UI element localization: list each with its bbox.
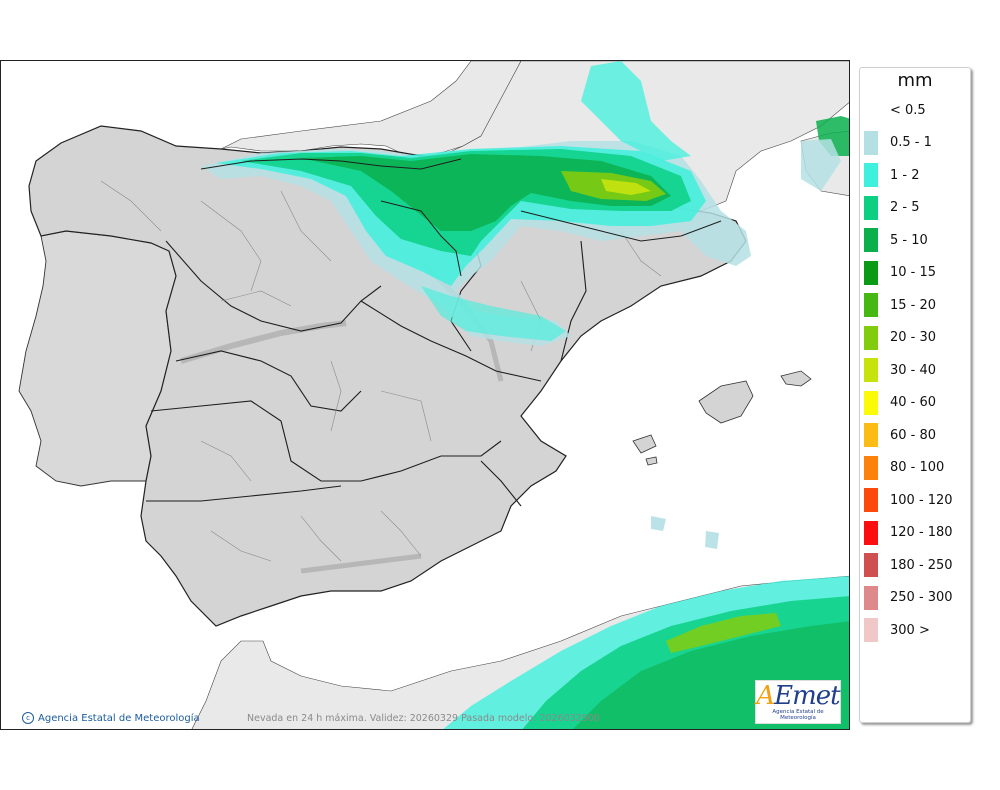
legend-label: 250 - 300 [890, 590, 953, 605]
legend-item: 40 - 60 [864, 390, 937, 415]
copyright-icon: c [22, 712, 34, 724]
province-borders [100, 180, 662, 562]
region-borders-over-snow [200, 158, 722, 277]
legend-item: 250 - 300 [864, 585, 953, 610]
snow-atlas-20-30 [666, 613, 781, 653]
map-canvas [1, 61, 849, 729]
legend-label: 2 - 5 [890, 200, 920, 215]
legend-swatch [864, 520, 878, 545]
legend-label: 1 - 2 [890, 167, 920, 183]
legend-swatch [864, 195, 878, 220]
legend-item: 60 - 80 [864, 423, 936, 447]
map-caption: Nevada en 24 h máxima. Validez: 20260329… [247, 713, 600, 724]
legend-swatch [864, 163, 878, 187]
legend-item: 300 > [864, 618, 930, 642]
legend-label: 5 - 10 [890, 232, 928, 248]
legend-swatch [864, 130, 878, 155]
legend-swatch [864, 260, 878, 285]
menorca [780, 370, 812, 387]
legend-swatch [864, 325, 878, 350]
legend-item: 180 - 250 [864, 553, 953, 577]
legend-item: 120 - 180 [864, 520, 953, 545]
mallorca [698, 380, 754, 424]
snowfall-map[interactable] [0, 60, 850, 730]
legend-label: 300 > [890, 622, 930, 638]
legend-label: 10 - 15 [890, 265, 937, 280]
legend-swatch [864, 553, 878, 577]
legend-label: 80 - 100 [890, 460, 945, 475]
legend-item: < 0.5 [864, 98, 926, 122]
formentera [645, 456, 658, 466]
ibiza [632, 434, 657, 454]
legend-item: 0.5 - 1 [864, 130, 932, 155]
legend-label: 120 - 180 [890, 525, 953, 540]
legend-item: 30 - 40 [864, 358, 936, 382]
legend-swatch [864, 455, 878, 480]
legend-label: 30 - 40 [890, 362, 937, 378]
legend-label: 20 - 30 [890, 330, 937, 345]
legend-swatch [864, 618, 878, 642]
precipitation-legend: mm < 0.5 0.5 - 1 1 - 2 2 - 5 5 - 10 10 - 15 15… [859, 67, 971, 723]
legend-label: < 0.5 [890, 102, 926, 118]
aemet-logo: AEmet Agencia Estatal de Meteorología [755, 680, 841, 724]
agency-credit-text: Agencia Estatal de Meteorología [38, 712, 200, 724]
snow-corsica-light [801, 139, 841, 191]
legend-unit: mm [897, 70, 933, 91]
legend-item: 80 - 100 [864, 455, 945, 480]
legend-item: 20 - 30 [864, 325, 937, 350]
legend-swatch [864, 585, 878, 610]
snow-balearic-light [651, 516, 719, 549]
legend-swatch [864, 98, 878, 122]
legend-label: 0.5 - 1 [890, 135, 932, 150]
legend-swatch [864, 423, 878, 447]
legend-swatch [864, 390, 878, 415]
legend-label: 40 - 60 [890, 395, 937, 410]
aemet-logo-subtitle: Agencia Estatal de Meteorología [772, 709, 824, 721]
snow-iberian-light [421, 286, 566, 341]
legend-item: 2 - 5 [864, 195, 920, 220]
legend-item: 1 - 2 [864, 163, 920, 187]
snow-pyrenees-30-40 [601, 179, 651, 195]
legend-swatch [864, 228, 878, 252]
legend-swatch [864, 293, 878, 317]
legend-swatch [864, 358, 878, 382]
legend-label: 180 - 250 [890, 557, 953, 573]
relief-sierra-nevada [300, 553, 422, 574]
legend-label: 100 - 120 [890, 492, 953, 508]
legend-item: 15 - 20 [864, 293, 936, 317]
legend-label: 15 - 20 [890, 297, 937, 313]
legend-swatch [864, 488, 878, 512]
legend-item: 10 - 15 [864, 260, 937, 285]
legend-label: 60 - 80 [890, 427, 937, 443]
legend-item: 100 - 120 [864, 488, 953, 512]
agency-credit: c Agencia Estatal de Meteorología [22, 712, 200, 724]
aemet-logo-mark: AEmet [756, 681, 840, 711]
snow-alpine-light [581, 61, 691, 161]
legend-item: 5 - 10 [864, 228, 928, 252]
